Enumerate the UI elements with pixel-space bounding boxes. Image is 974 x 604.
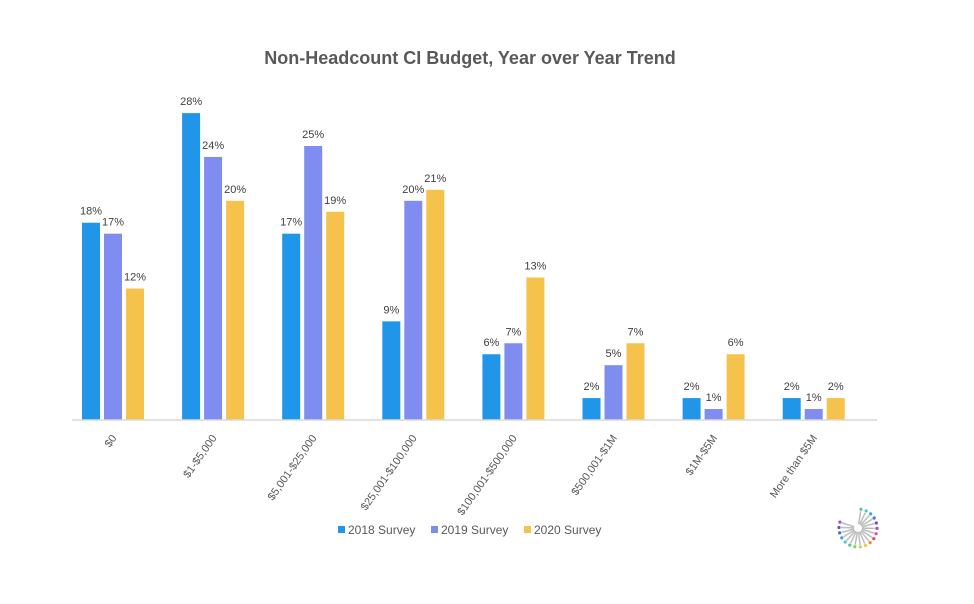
data-label: 2% — [584, 381, 600, 393]
x-tick-label: $1M-$5M — [684, 433, 720, 478]
data-label: 6% — [728, 337, 744, 349]
x-tick-label: $25,001-$100,000 — [359, 433, 420, 513]
bar-2019-survey — [304, 146, 323, 420]
data-label: 18% — [80, 206, 102, 218]
x-tick-label: $100,001-$500,000 — [455, 433, 520, 518]
chart-title: Non-Headcount CI Budget, Year over Year … — [264, 48, 675, 68]
x-tick-label: $5,001-$25,000 — [266, 433, 320, 503]
data-label: 2% — [684, 381, 700, 393]
bar-2020-survey — [726, 354, 745, 420]
data-label: 6% — [483, 337, 499, 349]
bar-2020-survey — [626, 343, 645, 420]
x-tick-label: More than $5M — [768, 433, 820, 500]
legend-label: 2020 Survey — [534, 523, 601, 537]
bar-2019-survey — [604, 365, 623, 420]
data-label: 5% — [606, 348, 622, 360]
data-label: 20% — [224, 184, 246, 196]
bar-2018-survey — [782, 398, 801, 420]
bar-2018-survey — [482, 354, 501, 420]
data-label: 21% — [424, 173, 446, 185]
x-tick-label: $0 — [103, 433, 120, 450]
bar-2020-survey — [226, 200, 245, 420]
data-label: 2% — [828, 381, 844, 393]
legend-swatch — [431, 526, 438, 533]
bar-2018-survey — [82, 222, 100, 420]
data-label: 7% — [628, 326, 644, 338]
bar-2019-survey — [704, 409, 723, 420]
bar-2019-survey — [504, 343, 523, 420]
bar-2018-survey — [282, 233, 301, 420]
data-label: 24% — [202, 140, 224, 152]
bar-2020-survey — [526, 277, 545, 420]
bar-2018-survey — [382, 321, 401, 420]
legend-swatch — [524, 526, 531, 533]
data-label: 1% — [806, 392, 822, 404]
logo-icon — [837, 507, 879, 549]
bar-2019-survey — [204, 156, 223, 420]
bar-2020-survey — [326, 211, 345, 420]
bar-2019-survey — [404, 200, 423, 420]
data-label: 7% — [505, 326, 521, 338]
data-label: 1% — [706, 392, 722, 404]
data-label: 2% — [784, 381, 800, 393]
bar-2018-survey — [582, 398, 601, 420]
data-label: 12% — [124, 271, 146, 283]
data-label: 17% — [280, 217, 302, 229]
data-label: 28% — [180, 96, 202, 108]
data-label: 25% — [302, 129, 324, 141]
bar-2018-survey — [182, 113, 201, 421]
x-tick-label: $1-$5,000 — [181, 433, 219, 480]
bar-2020-survey — [826, 398, 845, 420]
legend-swatch — [338, 526, 345, 533]
bar-2020-survey — [426, 189, 445, 420]
bar-2020-survey — [126, 288, 144, 420]
data-label: 17% — [102, 217, 124, 229]
data-label: 9% — [383, 304, 399, 316]
data-label: 20% — [402, 184, 424, 196]
data-label: 19% — [324, 195, 346, 207]
legend-label: 2019 Survey — [441, 523, 508, 537]
data-label: 13% — [524, 261, 546, 273]
bar-2019-survey — [104, 233, 122, 420]
bar-2018-survey — [682, 398, 701, 420]
bar-2019-survey — [804, 409, 823, 420]
x-tick-label: $500,001-$1M — [569, 433, 620, 498]
legend-label: 2018 Survey — [348, 523, 415, 537]
